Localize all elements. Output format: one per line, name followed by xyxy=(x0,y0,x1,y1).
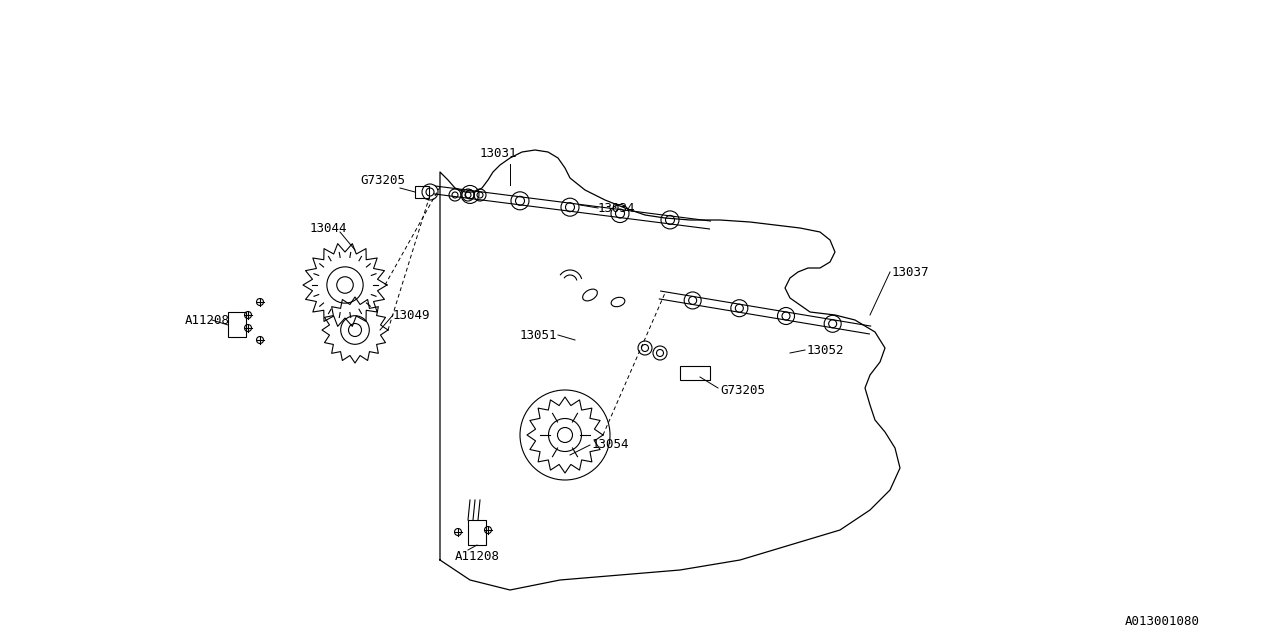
Text: 13051: 13051 xyxy=(520,328,558,342)
Text: 13037: 13037 xyxy=(892,266,929,278)
Text: 13044: 13044 xyxy=(310,221,347,234)
Text: 13054: 13054 xyxy=(593,438,630,451)
Text: A013001080: A013001080 xyxy=(1125,615,1201,628)
Text: G73205: G73205 xyxy=(360,174,404,187)
Bar xyxy=(680,366,710,380)
Text: G73205: G73205 xyxy=(721,383,765,397)
Bar xyxy=(468,520,486,545)
Text: 13034: 13034 xyxy=(598,202,635,214)
Text: 13049: 13049 xyxy=(393,308,430,321)
Bar xyxy=(228,312,246,337)
Text: 13052: 13052 xyxy=(806,344,845,356)
Text: A11208: A11208 xyxy=(454,550,500,563)
Text: A11208: A11208 xyxy=(186,314,230,326)
Text: 13031: 13031 xyxy=(480,147,517,160)
Bar xyxy=(415,186,429,198)
